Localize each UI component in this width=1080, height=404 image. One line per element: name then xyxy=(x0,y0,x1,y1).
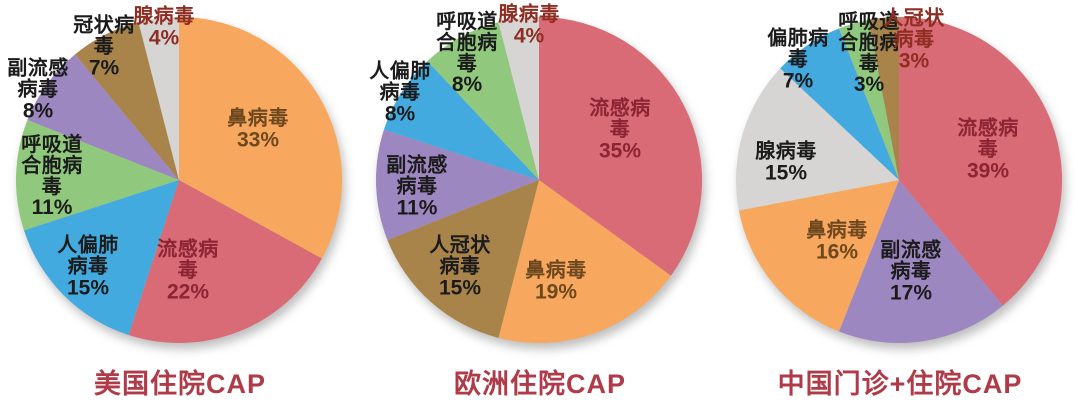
pie-slice xyxy=(736,68,899,211)
pie-us-svg xyxy=(16,16,343,343)
pie-slice xyxy=(383,61,539,180)
pie-slice xyxy=(738,180,899,332)
chart-title-europe: 欧洲住院CAP xyxy=(453,369,626,399)
pie-slice xyxy=(376,129,539,240)
pie-slice xyxy=(539,17,703,276)
chart-title-us: 美国住院CAP xyxy=(93,369,266,399)
pie-slice xyxy=(23,180,180,336)
pie-slice xyxy=(868,17,899,180)
pie-slice xyxy=(179,17,343,259)
pie-slice xyxy=(27,54,180,180)
pie-slice xyxy=(839,180,1003,343)
pie-slice xyxy=(780,28,899,181)
chart-title-china: 中国门诊+住院CAP xyxy=(777,369,1023,399)
pie-slice xyxy=(839,19,899,180)
pie-slice xyxy=(387,180,539,338)
pie-slice xyxy=(427,22,539,181)
pie-china-svg xyxy=(736,17,1062,343)
pie-slice xyxy=(498,180,671,344)
pie-slice xyxy=(498,16,539,180)
pie-chart-us-hospitalized-cap: 鼻病毒 33% 流感病毒 22% 人偏肺 病毒 15% 呼吸道 合胞病毒 11% 副流感 病毒 8% 冠状… xyxy=(0,0,360,404)
pie-chart-china-cap: 流感病毒 39% 副流感 病毒 17% 鼻病毒 16% 腺病毒 15% 偏肺病毒 7% 呼吸道 合胞病毒… xyxy=(720,0,1080,404)
pie-europe-svg xyxy=(376,16,703,344)
pie-slice xyxy=(138,16,179,180)
pie-slice xyxy=(16,120,180,231)
pie-slice xyxy=(899,17,1062,306)
pie-slice xyxy=(128,180,322,343)
pie-slice xyxy=(75,22,179,181)
pie-chart-europe-hospitalized-cap: 流感病毒 35% 鼻病毒 19% 人冠状 病毒 15% 副流感 病毒 11% 人偏肺 病毒 8% 呼吸道合… xyxy=(360,0,720,404)
